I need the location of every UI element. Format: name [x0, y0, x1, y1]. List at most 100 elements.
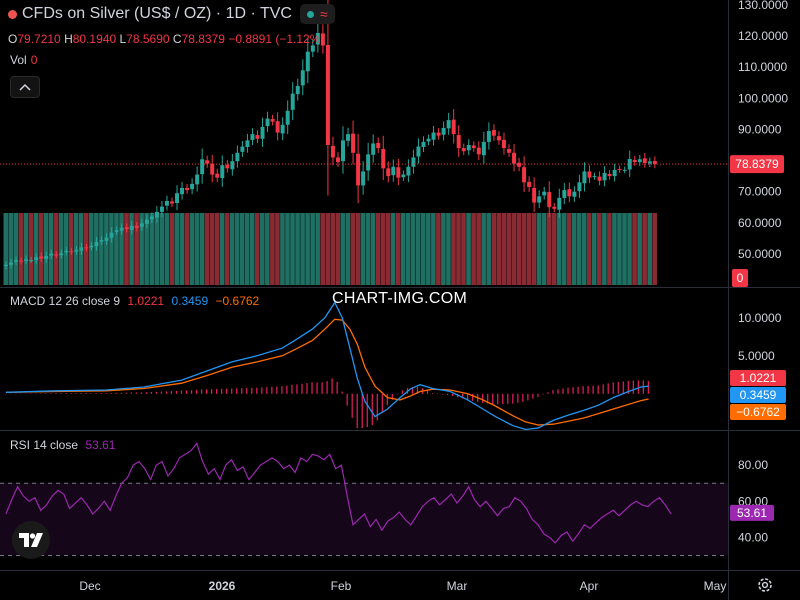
volume-bar: [576, 213, 582, 285]
volume-bar: [581, 213, 587, 285]
candle-body: [622, 169, 627, 171]
volume-bar: [622, 213, 627, 285]
candle-body: [446, 120, 451, 129]
macd-hist-bar: [597, 385, 599, 394]
macd-hist-bar: [622, 381, 624, 394]
volume-bar: [28, 213, 34, 285]
symbol-header[interactable]: CFDs on Silver (US$ / OZ) · 1D · TVC ≈: [8, 4, 335, 24]
market-status-pill[interactable]: ≈: [299, 4, 335, 24]
macd-hist-bar: [522, 393, 524, 402]
volume-bar: [637, 213, 642, 285]
volume-bar: [184, 213, 190, 285]
candle-body: [250, 134, 255, 140]
macd-hist-bar: [487, 393, 489, 404]
volume-bar: [199, 213, 205, 285]
volume-bar: [214, 213, 220, 285]
volume-bar: [415, 213, 421, 285]
candle-body: [637, 159, 642, 163]
macd-hist-bar: [216, 388, 218, 394]
macd-hist-bar: [185, 390, 188, 394]
volume-bar: [436, 213, 441, 285]
macd-hist-bar: [316, 382, 318, 394]
macd-hist-bar: [512, 393, 514, 404]
macd-title: MACD 12 26 close 9: [10, 294, 121, 308]
candle-body: [154, 211, 159, 218]
candle-body: [74, 249, 79, 252]
volume-bar: [652, 213, 657, 285]
macd-hist-bar: [165, 391, 168, 394]
close-label: C: [172, 32, 182, 46]
macd-hist-bar: [562, 388, 564, 394]
volume-bar: [441, 213, 446, 285]
time-tick-label: Feb: [331, 579, 352, 593]
price-tick-label: 120.0000: [738, 29, 788, 43]
candle-body: [129, 225, 134, 230]
symbol-title[interactable]: CFDs on Silver (US$ / OZ) · 1D · TVC: [22, 5, 292, 22]
macd-hist-bar: [256, 387, 258, 394]
rsi-legend: RSI 14 close 53.61: [10, 438, 115, 452]
volume-bar: [632, 213, 637, 285]
candle-body: [205, 160, 210, 164]
candle-body: [471, 145, 476, 149]
candle-body: [225, 164, 230, 169]
volume-bar: [521, 213, 527, 285]
volume-bar: [194, 213, 200, 285]
macd-hist-bar: [411, 386, 414, 394]
price-tick-label: 70.0000: [738, 185, 782, 199]
macd-hist-bar: [351, 393, 353, 418]
candle-body: [59, 253, 64, 256]
open-value: 79.7210: [17, 32, 61, 46]
volume-bar: [164, 213, 170, 285]
macd-hist-bar: [55, 393, 57, 394]
macd-hist-bar: [190, 390, 193, 394]
candle-body: [361, 171, 366, 186]
macd-value-badge: [730, 404, 786, 420]
macd-hist-bar: [326, 381, 328, 394]
volume-bar: [617, 213, 622, 285]
volume-bar: [8, 213, 14, 285]
macd-hist-bar: [100, 393, 102, 394]
macd-hist-bar: [50, 393, 52, 394]
macd-hist-bar: [401, 390, 403, 394]
macd-hist-bar: [200, 389, 203, 394]
tradingview-logo-icon[interactable]: [12, 521, 50, 559]
macd-hist-bar: [632, 380, 634, 394]
macd-hist-bar: [145, 392, 147, 394]
macd-hist-bar: [607, 383, 609, 394]
candle-body: [346, 134, 351, 141]
collapse-chevron-icon: [19, 83, 31, 91]
volume-bar: [526, 213, 532, 285]
settings-gear-icon[interactable]: [756, 576, 774, 594]
macd-hist-bar: [130, 392, 132, 394]
candle-body: [486, 131, 491, 142]
candle-body: [159, 206, 164, 212]
macd-hist-bar: [135, 392, 137, 394]
time-tick-label: Dec: [79, 579, 100, 593]
candle-body: [496, 136, 501, 141]
macd-hist-bar: [90, 393, 92, 394]
low-label: L: [119, 32, 127, 46]
volume-bar: [290, 213, 295, 285]
candle-body: [255, 135, 260, 139]
macd-histogram: [5, 378, 649, 428]
rsi-title: RSI 14 close: [10, 438, 79, 452]
open-label: O: [8, 32, 18, 46]
volume-bar: [275, 213, 280, 285]
candle-body: [512, 152, 517, 164]
candle-body: [119, 227, 124, 231]
candle-body: [426, 138, 431, 142]
volume-bar: [300, 213, 305, 285]
volume-bar: [53, 213, 59, 285]
candle-body: [169, 201, 174, 204]
candle-body: [49, 253, 54, 256]
macd-hist-bar: [35, 393, 37, 394]
candle-body: [411, 157, 416, 167]
volume-bar: [506, 213, 512, 285]
macd-hist-bar: [371, 393, 373, 426]
volume-bar: [104, 213, 109, 285]
volume-bar: [466, 213, 471, 285]
macd-hist-bar: [502, 393, 504, 405]
collapse-legend-button[interactable]: [10, 76, 40, 98]
